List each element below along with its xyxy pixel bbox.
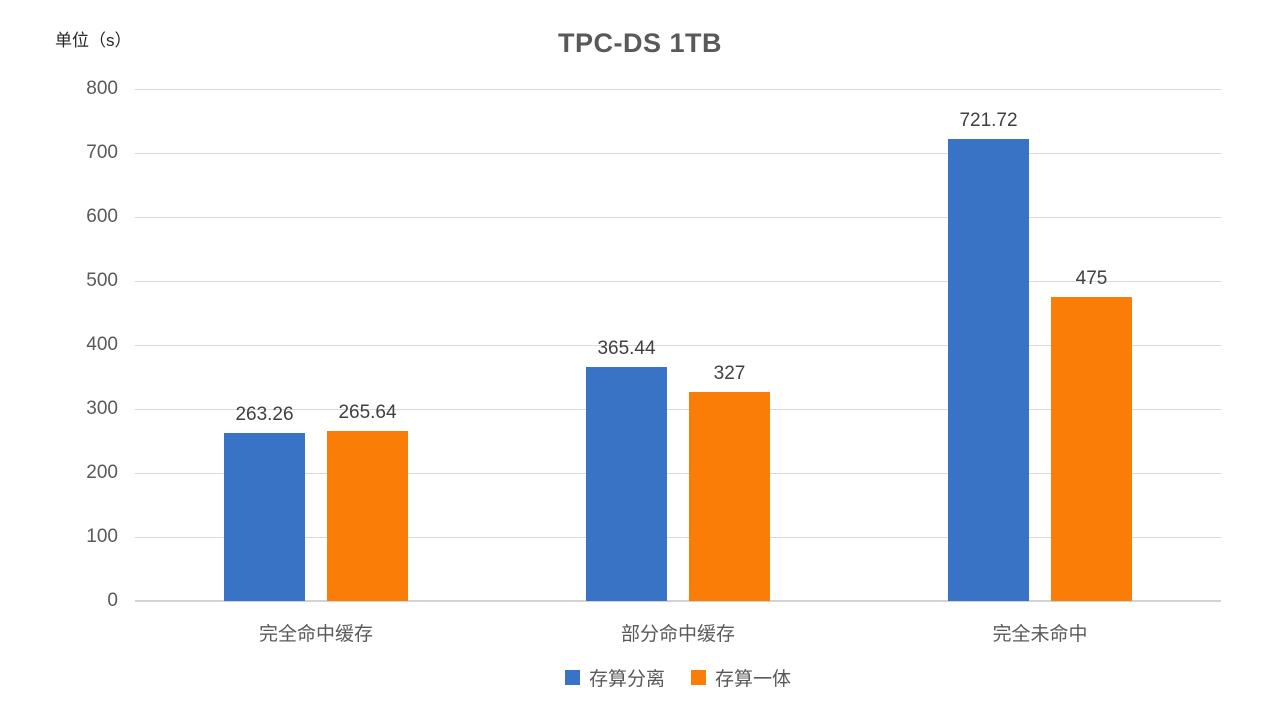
y-axis-tick-label: 600: [86, 206, 118, 227]
bar-value-label: 265.64: [338, 402, 397, 423]
bar-存算分离-完全未命中: [948, 139, 1029, 601]
legend-swatch-icon: [691, 670, 706, 685]
bar-存算一体-完全未命中: [1051, 297, 1132, 601]
y-axis-tick-label: 200: [86, 462, 118, 483]
x-axis-category-label: 部分命中缓存: [620, 624, 735, 645]
bar-value-label: 263.26: [235, 403, 294, 425]
y-axis-tick-label: 500: [86, 270, 118, 291]
legend: 存算分离 存算一体: [135, 664, 1221, 691]
y-axis-tick-label: 400: [86, 334, 118, 355]
gridline: [135, 153, 1221, 154]
gridline: [135, 281, 1221, 282]
gridline: [135, 537, 1221, 538]
bar-存算分离-完全命中缓存: [224, 432, 305, 601]
gridline: [135, 217, 1221, 218]
x-axis-category-label: 完全命中缓存: [258, 624, 373, 645]
chart-title: TPC-DS 1TB: [557, 28, 722, 58]
bar-存算一体-完全命中缓存: [327, 431, 408, 601]
gridline: [135, 473, 1221, 474]
legend-label: 存算分离: [588, 669, 665, 690]
x-axis-category-label: 完全未命中: [992, 624, 1088, 645]
y-axis-tick-label: 700: [86, 142, 118, 163]
bar-value-label: 327: [713, 362, 746, 384]
legend-swatch-icon: [564, 670, 580, 685]
y-axis-tick-label: 300: [86, 398, 118, 419]
bar-group: 721.72 475: [859, 89, 1221, 601]
y-axis-tick-label: 100: [86, 526, 118, 547]
legend-item: 存算分离: [564, 664, 665, 691]
y-axis-ticks: 0 100 200 300 400 500 600 700 800: [0, 0, 118, 718]
y-axis-tick-label: 800: [86, 78, 118, 99]
gridline: [135, 89, 1221, 90]
bar-存算一体-部分命中缓存: [689, 391, 770, 601]
y-axis-tick-label: 0: [107, 590, 118, 611]
bar-value-label: 475: [1075, 268, 1108, 289]
gridline: [135, 409, 1221, 410]
bar-value-label: 365.44: [597, 338, 656, 360]
bar-group: 263.26 265.64: [135, 89, 497, 601]
bar-group: 365.44 327: [497, 89, 859, 601]
plot-area: 263.26 265.64 365.44 327 721.72 475: [135, 89, 1221, 602]
legend-label: 存算一体: [715, 669, 792, 690]
bar-value-label: 721.72: [959, 110, 1018, 132]
x-axis-labels: 完全命中缓存 部分命中缓存 完全未命中: [135, 621, 1221, 651]
bar-存算分离-部分命中缓存: [586, 367, 667, 601]
x-axis-line: [135, 600, 1221, 602]
legend-item: 存算一体: [691, 664, 791, 691]
y-axis-unit-label: 单位（s）: [55, 31, 132, 50]
gridline: [135, 345, 1221, 346]
